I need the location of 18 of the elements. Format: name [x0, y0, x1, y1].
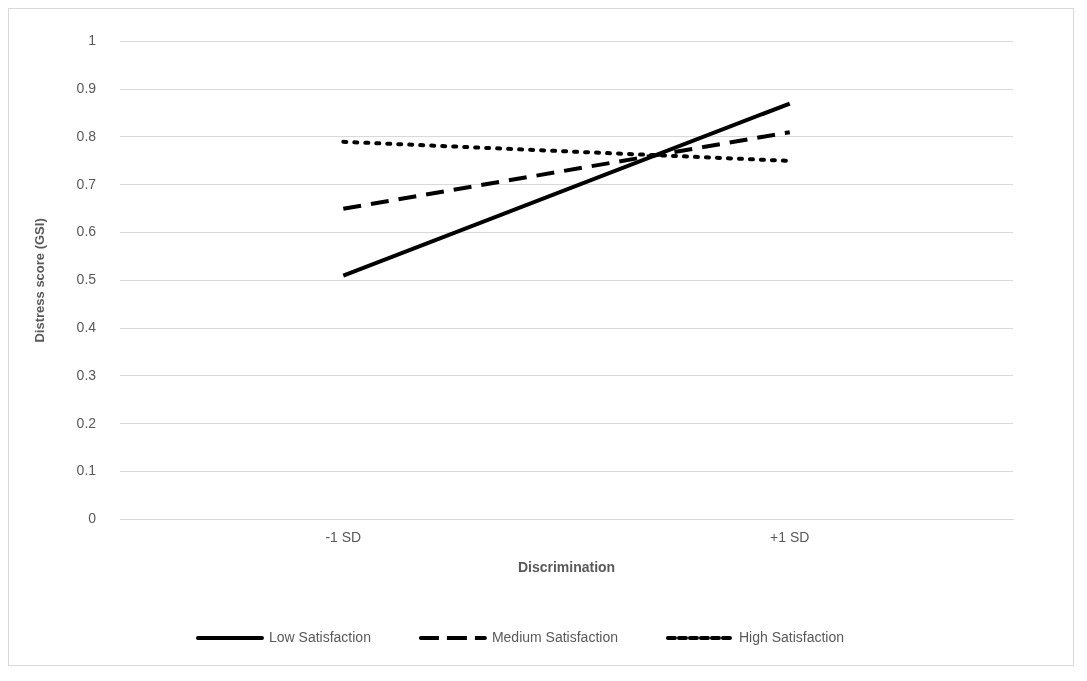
y-tick-label: 0.3 [76, 366, 97, 383]
y-tick-label: 0.1 [76, 462, 97, 479]
y-tick-label: 0.9 [76, 80, 97, 97]
y-tick-label: 0.2 [76, 414, 97, 431]
y-tick-label: 0.8 [76, 127, 97, 144]
y-tick-label: 0.7 [76, 175, 97, 192]
legend-label: Medium Satisfaction [491, 628, 618, 645]
x-axis-title: Discrimination [517, 559, 616, 576]
y-axis-title: Distress score (GSI) [32, 218, 48, 343]
y-tick-label: 0 [88, 510, 97, 527]
x-tick-label: -1 SD [325, 528, 362, 545]
legend-label: Low Satisfaction [268, 628, 371, 645]
y-tick-label: 1 [88, 32, 97, 49]
y-tick-label: 0.4 [76, 319, 97, 336]
legend-label: High Satisfaction [738, 628, 845, 645]
y-tick-label: 0.6 [76, 223, 97, 240]
y-tick-label: 0.5 [76, 271, 97, 288]
x-tick-label: +1 SD [770, 528, 810, 545]
